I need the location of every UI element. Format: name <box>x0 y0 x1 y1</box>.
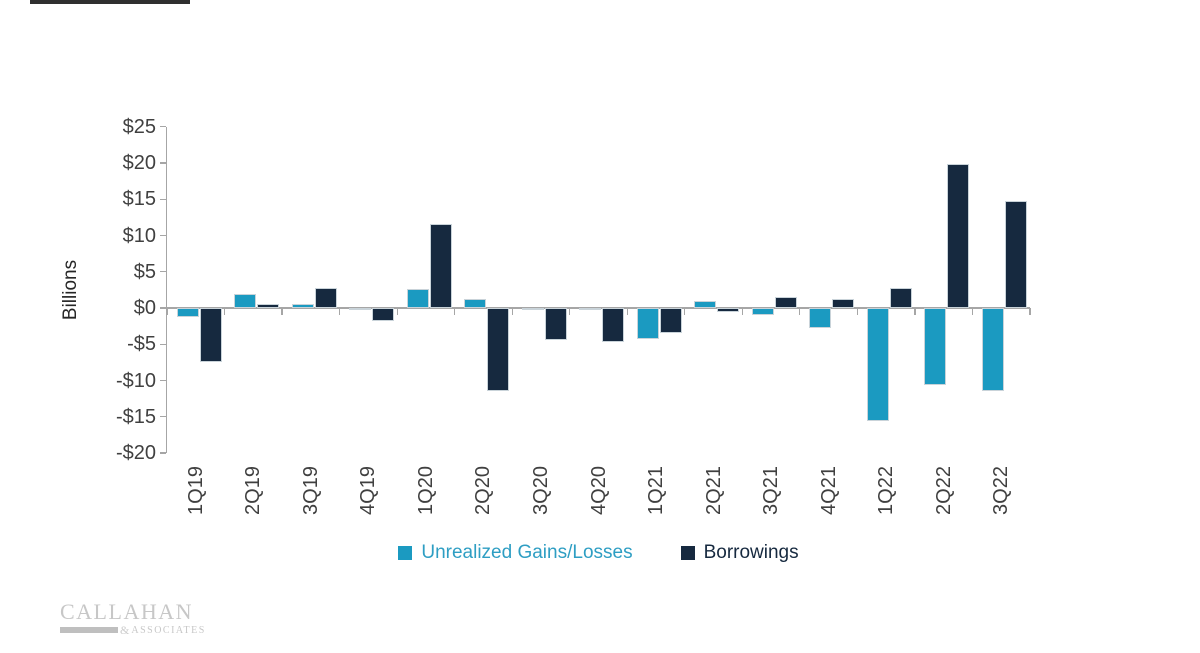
y-axis-tick-label: -$20 <box>115 442 156 464</box>
x-axis-tick <box>454 308 456 315</box>
x-axis-label: 4Q20 <box>587 466 610 515</box>
chart-bar <box>981 308 1004 392</box>
x-axis-label: 2Q19 <box>242 466 265 515</box>
y-axis-tick-label: $20 <box>122 152 156 174</box>
legend-item-unrealized-gains-losses: Unrealized Gains/Losses <box>398 542 633 564</box>
chart-bar <box>832 298 855 308</box>
y-axis-tick <box>160 343 166 345</box>
x-axis-label: 2Q20 <box>472 466 495 515</box>
chart-bar <box>659 308 682 333</box>
chart-bar <box>234 294 257 308</box>
x-axis-label: 3Q22 <box>990 466 1013 515</box>
chart-bar <box>291 303 314 308</box>
x-axis-label: 1Q19 <box>184 466 207 515</box>
y-axis-tick <box>160 162 166 164</box>
chart-bar <box>579 308 602 311</box>
y-axis-tick <box>160 126 166 128</box>
legend: Unrealized Gains/Losses Borrowings <box>167 538 1030 568</box>
chart-bar <box>176 308 199 318</box>
y-axis-tick <box>160 198 166 200</box>
x-axis-label: 2Q21 <box>702 466 725 515</box>
x-axis-tick <box>281 308 283 315</box>
chart-bar <box>1004 200 1027 308</box>
y-axis-tick-label: $10 <box>122 224 156 247</box>
chart-bar <box>429 223 452 308</box>
chart-bar <box>257 304 280 308</box>
y-axis-tick-label: $25 <box>122 115 156 138</box>
chart-bar <box>464 298 487 308</box>
chart-bar <box>924 308 947 385</box>
legend-label-unrealized-gains-losses: Unrealized Gains/Losses <box>421 542 633 563</box>
x-axis-tick <box>1029 308 1031 315</box>
y-axis-tick-label: -$5 <box>127 333 156 356</box>
chart-bar <box>521 308 544 311</box>
chart-bar <box>947 163 970 308</box>
x-axis-tick <box>914 308 916 315</box>
y-axis-tick-label: -$15 <box>115 405 156 428</box>
x-axis-label: 3Q19 <box>299 466 322 515</box>
x-axis-tick <box>684 308 686 315</box>
x-axis-label: 2Q22 <box>932 466 955 515</box>
x-axis-label: 3Q21 <box>760 466 783 515</box>
x-axis-label: 1Q20 <box>414 466 437 515</box>
x-axis-tick <box>396 308 398 315</box>
x-axis-tick <box>569 308 571 315</box>
x-axis-tick <box>799 308 801 315</box>
y-axis-tick <box>160 379 166 382</box>
y-axis-tick <box>160 271 166 273</box>
y-axis-tick <box>160 307 166 309</box>
x-axis-line <box>165 307 1030 309</box>
chart-bar <box>406 289 429 308</box>
legend-item-borrowings: Borrowings <box>680 542 799 564</box>
logo-company-name: CALLAHAN <box>60 599 193 624</box>
logo-ampersand: & <box>120 622 130 637</box>
legend-swatch-borrowings <box>680 546 695 560</box>
x-axis-label: 4Q19 <box>357 466 380 515</box>
x-axis-label: 1Q21 <box>645 466 668 515</box>
x-axis-label: 1Q22 <box>875 466 898 515</box>
x-axis-label: 3Q20 <box>529 466 552 515</box>
chart-bar <box>751 308 774 315</box>
y-axis-line <box>165 126 167 453</box>
y-axis-tick <box>160 234 166 237</box>
chart-bar <box>717 308 740 312</box>
x-axis-tick <box>511 308 513 315</box>
chart-bar <box>774 297 797 308</box>
logo-subtitle: ASSOCIATES <box>131 624 206 636</box>
chart-bar <box>544 308 567 340</box>
chart-bar <box>636 308 659 340</box>
y-axis-tick <box>160 452 166 454</box>
x-axis-label: 4Q21 <box>817 466 840 515</box>
x-axis-tick <box>971 308 974 315</box>
chart-bar <box>602 308 625 343</box>
chart-bar <box>809 308 832 328</box>
y-axis-tick-label: $0 <box>133 297 156 319</box>
y-axis-tick-label: -$10 <box>115 369 156 392</box>
callahan-logo: CALLAHAN & ASSOCIATES <box>60 599 206 637</box>
y-axis-tick <box>160 416 166 418</box>
chart-bar <box>487 308 510 391</box>
chart-bar <box>866 308 889 422</box>
chart-bar <box>889 288 912 308</box>
cropped-title-bar <box>30 0 190 4</box>
chart-bar <box>314 287 337 308</box>
y-axis-tick-label: $5 <box>133 260 156 283</box>
x-axis-tick <box>856 308 858 315</box>
chart-bar <box>694 300 717 308</box>
chart-bar <box>349 308 372 311</box>
chart-bar <box>199 308 222 362</box>
x-axis-tick <box>339 308 341 315</box>
logo-bar <box>60 627 118 633</box>
legend-swatch-unrealized-gains-losses <box>398 546 413 560</box>
x-axis-tick <box>166 308 168 315</box>
x-axis-tick <box>626 308 628 315</box>
y-axis-tick-label: $15 <box>122 188 156 211</box>
x-axis-tick <box>741 308 743 315</box>
legend-label-borrowings: Borrowings <box>703 542 799 563</box>
chart-bar <box>372 308 395 322</box>
x-axis-tick <box>223 308 226 315</box>
